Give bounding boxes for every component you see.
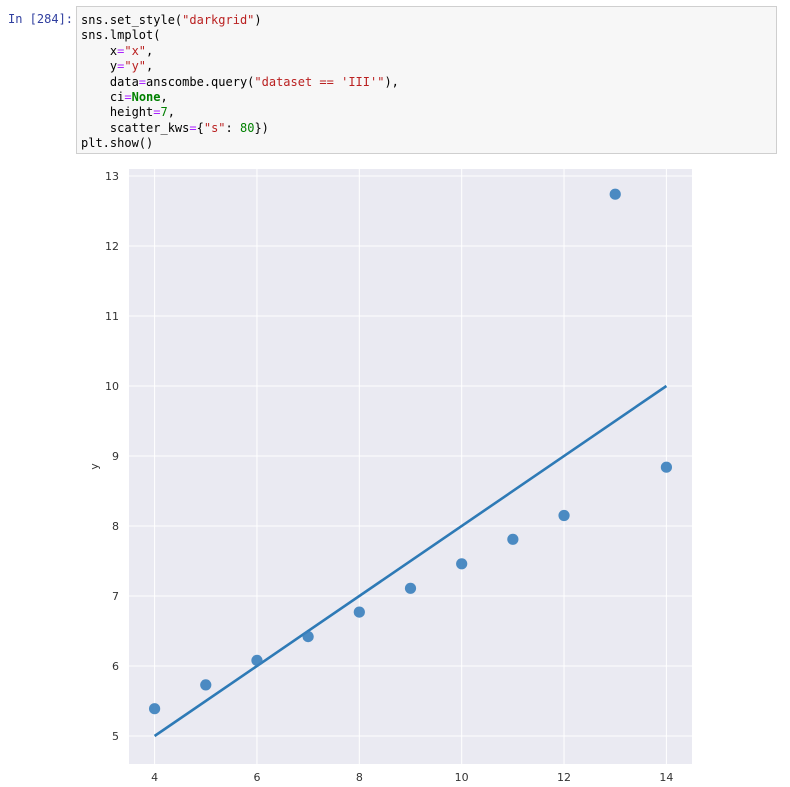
code-token: = <box>189 120 197 135</box>
code-token: , <box>167 105 175 120</box>
output-area: 4681012145678910111213xy <box>0 160 790 787</box>
code-token: sns.set_style( <box>81 13 183 27</box>
y-tick-label: 10 <box>105 380 119 393</box>
y-tick-label: 6 <box>112 660 119 673</box>
y-tick-label: 5 <box>112 730 119 743</box>
y-tick-label: 9 <box>112 450 119 463</box>
code-token: ) <box>254 13 262 27</box>
code-line: sns.lmplot( <box>81 28 160 42</box>
code-text[interactable]: sns.set_style("darkgrid") sns.lmplot( x=… <box>81 13 399 152</box>
code-token: "darkgrid" <box>182 13 255 27</box>
code-token: , <box>146 43 154 58</box>
code-token: = <box>124 90 132 105</box>
code-line: plt.show() <box>81 136 153 150</box>
x-tick-label: 4 <box>151 771 158 783</box>
code-line: ci=None, <box>81 90 168 104</box>
code-token: : <box>225 120 240 135</box>
y-tick-label: 7 <box>112 590 119 603</box>
code-token: y <box>81 59 118 74</box>
code-token: x <box>81 43 118 58</box>
code-token: }) <box>254 120 269 135</box>
x-tick-label: 12 <box>557 771 571 783</box>
scatter-point <box>456 558 468 570</box>
scatter-point <box>200 679 212 691</box>
code-token: anscombe.query( <box>146 74 255 89</box>
scatter-point <box>660 461 673 473</box>
code-token: None <box>131 90 161 105</box>
code-line: sns.set_style("darkgrid") <box>81 13 262 27</box>
scatter-point <box>609 188 621 200</box>
x-tick-label: 10 <box>455 771 469 783</box>
y-tick-label: 8 <box>112 520 119 533</box>
y-tick-label: 13 <box>105 170 119 183</box>
scatter-point <box>148 703 161 715</box>
scatter-point <box>353 606 365 618</box>
plot-background <box>129 169 692 764</box>
x-tick-label: 6 <box>253 771 260 783</box>
code-token: sns.lmplot( <box>81 28 161 43</box>
code-line: y="y", <box>81 59 153 73</box>
input-prompt: In [284]: <box>8 12 74 26</box>
code-line: height=7, <box>81 105 175 119</box>
x-tick-label: 14 <box>659 771 673 783</box>
code-token: ), <box>384 74 399 89</box>
code-token: , <box>160 90 168 105</box>
scatter-point <box>302 631 314 643</box>
y-tick-label: 11 <box>105 310 119 323</box>
regression-line <box>153 384 668 738</box>
x-tick-label: 8 <box>356 771 363 783</box>
code-line: x="x", <box>81 44 153 58</box>
lmplot-chart: 4681012145678910111213xy <box>88 169 692 787</box>
scatter-point <box>404 582 417 594</box>
code-line: data=anscombe.query("dataset == 'III'"), <box>81 75 399 89</box>
code-input-area[interactable]: sns.set_style("darkgrid") sns.lmplot( x=… <box>76 6 777 154</box>
code-token: ci <box>81 90 125 105</box>
code-token: { <box>196 120 204 135</box>
code-token: data <box>81 74 139 89</box>
code-token: 7 <box>160 105 168 120</box>
code-token: = <box>117 43 125 58</box>
code-token: , <box>146 59 154 74</box>
code-token: "dataset == 'III'" <box>254 74 385 89</box>
code-token: "y" <box>124 59 147 74</box>
code-token: 80 <box>239 120 255 135</box>
y-tick-label: 12 <box>105 240 119 253</box>
code-token: scatter_kws <box>81 120 190 135</box>
code-line: scatter_kws={"s": 80}) <box>81 121 269 135</box>
code-token: height <box>81 105 154 120</box>
scatter-point <box>558 509 570 522</box>
code-token: plt.show() <box>81 136 154 151</box>
code-token: = <box>153 105 161 120</box>
code-token: = <box>138 74 147 89</box>
scatter-point <box>507 533 519 545</box>
code-token: "x" <box>124 43 147 58</box>
code-token: "s" <box>203 120 226 135</box>
code-token: = <box>117 59 125 74</box>
scatter-point <box>251 654 263 666</box>
y-axis-label: y <box>88 463 101 470</box>
